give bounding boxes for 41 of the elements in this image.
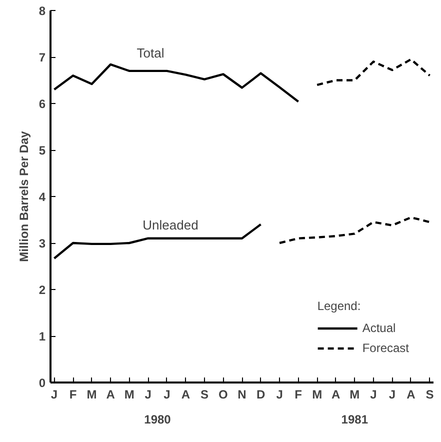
y-tick-label: 6 <box>38 97 46 111</box>
text: 1980 <box>144 412 172 426</box>
legend-label: Forecast <box>362 341 409 355</box>
x-tick-label: M <box>350 388 360 402</box>
y-tick-label: 1 <box>38 330 46 344</box>
x-tick-label: S <box>200 388 208 402</box>
y-tick-label: 2 <box>38 283 46 297</box>
x-tick-label: F <box>294 388 302 402</box>
line-series <box>53 63 300 103</box>
x-tick-label: S <box>426 388 434 402</box>
x-tick-label: J <box>276 388 283 402</box>
x-tick-label: O <box>218 388 228 402</box>
x-tick-label: J <box>50 388 58 402</box>
legend-title: Legend: <box>317 299 362 313</box>
x-tick-label: F <box>69 388 77 402</box>
x-tick-label: M <box>124 388 134 402</box>
text: 1981 <box>341 412 368 426</box>
line-series <box>316 58 431 86</box>
x-tick-label: M <box>86 388 97 402</box>
x-tick-label: J <box>388 388 396 402</box>
x-tick-label: A <box>406 388 416 402</box>
y-tick-label: 0 <box>38 376 46 390</box>
y-tick-label: 7 <box>38 50 46 64</box>
legend-label: Actual <box>362 321 396 335</box>
x-tick-label: J <box>164 388 170 402</box>
x-tick-label: N <box>238 388 246 402</box>
y-axis-title: Million Barrels Per Day <box>16 130 31 262</box>
y-tick-label: 8 <box>38 4 46 18</box>
x-tick-label: A <box>181 388 190 402</box>
y-tick-label: 3 <box>38 236 46 250</box>
annotation: Total <box>136 46 164 60</box>
x-tick-label: J <box>370 388 377 402</box>
y-tick-label: 5 <box>38 144 46 158</box>
x-tick-label: A <box>106 388 116 402</box>
line-series <box>278 216 431 244</box>
x-tick-label: D <box>256 388 266 402</box>
annotation: Unleaded <box>142 218 198 232</box>
y-tick-label: 4 <box>38 190 46 204</box>
x-tick-label: A <box>332 388 341 402</box>
x-tick-label: M <box>312 388 322 402</box>
x-tick-label: J <box>144 388 152 402</box>
